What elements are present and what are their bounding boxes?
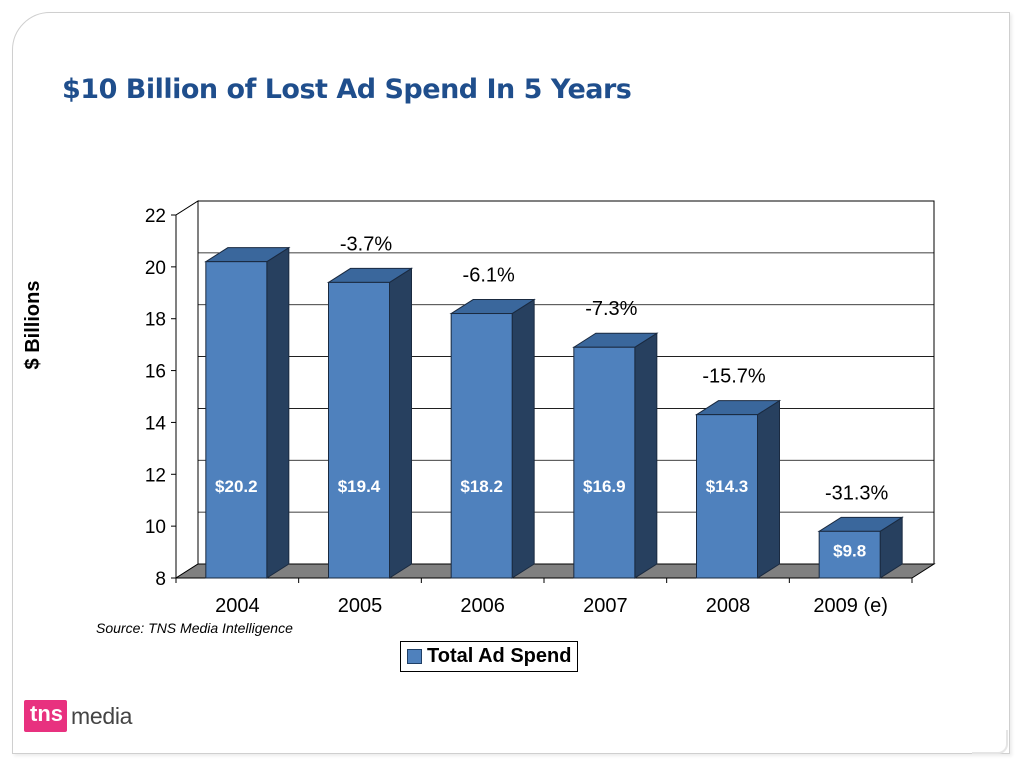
legend-swatch xyxy=(407,649,422,664)
bar-value-label: $14.3 xyxy=(706,477,749,496)
bar-side xyxy=(511,298,535,579)
bar-side xyxy=(389,267,412,579)
bar-side xyxy=(757,399,780,579)
y-tick-label: 20 xyxy=(145,258,166,279)
change-label: -3.7% xyxy=(340,233,392,255)
legend: Total Ad Spend xyxy=(400,641,579,672)
page-corner xyxy=(972,730,1008,754)
x-tick-label: 2008 xyxy=(706,595,751,617)
tns-media-logo: tns media xyxy=(24,700,132,732)
bar xyxy=(818,530,881,579)
plot-back-wall xyxy=(197,200,935,565)
bar xyxy=(696,414,758,579)
y-axis-label: $ Billions xyxy=(22,280,44,370)
change-label: -15.7% xyxy=(702,366,766,388)
bar xyxy=(328,281,390,579)
y-tick-label: 8 xyxy=(155,569,166,590)
x-tick-label: 2004 xyxy=(215,595,260,617)
bar-value-label: $18.2 xyxy=(460,477,503,496)
logo-text: media xyxy=(71,702,133,729)
y-tick-label: 16 xyxy=(145,362,166,383)
slide-title: $10 Billion of Lost Ad Spend In 5 Years xyxy=(62,74,632,105)
legend-label: Total Ad Spend xyxy=(427,645,572,667)
bar xyxy=(205,261,268,579)
logo-brand: tns xyxy=(24,700,67,732)
change-label: -7.3% xyxy=(585,298,637,320)
bar xyxy=(573,346,636,579)
x-tick-label: 2005 xyxy=(338,595,383,617)
x-tick-label: 2007 xyxy=(583,595,628,617)
bar-value-label: $20.2 xyxy=(215,477,258,496)
y-tick-label: 14 xyxy=(145,413,167,434)
x-tick-label: 2006 xyxy=(460,595,505,617)
bar-side xyxy=(634,332,658,579)
bar-side xyxy=(266,246,290,579)
bar-value-label: $16.9 xyxy=(583,477,626,496)
y-tick-label: 10 xyxy=(145,517,166,538)
y-tick-label: 22 xyxy=(145,206,166,227)
change-label: -31.3% xyxy=(825,482,889,504)
bar-value-label: $9.8 xyxy=(833,541,866,560)
x-tick-label: 2009 (e) xyxy=(813,595,888,617)
y-tick-label: 12 xyxy=(145,465,166,486)
bar xyxy=(450,313,513,579)
change-label: -6.1% xyxy=(463,265,515,287)
plot-side-wall xyxy=(175,200,199,579)
y-tick-label: 18 xyxy=(145,310,166,331)
bar-value-label: $19.4 xyxy=(338,477,381,496)
source-note: Source: TNS Media Intelligence xyxy=(96,620,293,636)
